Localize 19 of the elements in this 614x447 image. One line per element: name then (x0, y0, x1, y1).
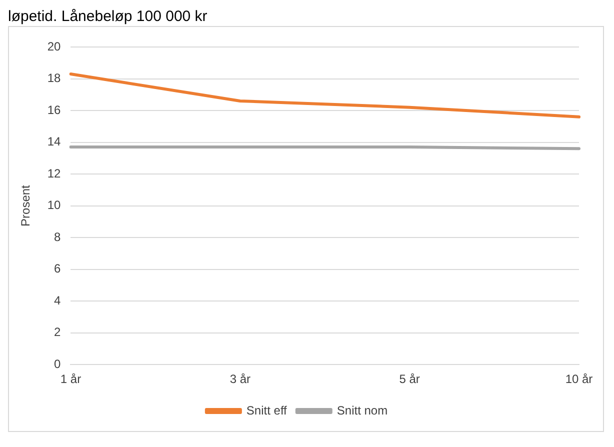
y-tick-label: 20 (47, 39, 62, 54)
chart-title: løpetid. Lånebeløp 100 000 kr (8, 8, 208, 26)
x-tick-label: 5 år (399, 372, 420, 386)
y-tick-label: 4 (54, 293, 62, 308)
y-tick-label: 10 (47, 198, 62, 212)
y-tick-label: 8 (54, 230, 62, 244)
x-tick-label: 1 år (60, 372, 82, 386)
legend-label: Snitt nom (336, 403, 388, 418)
legend-label: Snitt eff (246, 403, 288, 418)
x-tick-label: 3 år (230, 372, 251, 386)
x-tick-label: 10 år (565, 372, 593, 386)
y-tick-label: 0 (54, 356, 62, 371)
y-tick-label: 2 (54, 325, 62, 340)
y-tick-label: 18 (47, 71, 62, 86)
y-axis-title: Prosent (18, 184, 33, 226)
y-tick-label: 16 (47, 102, 62, 117)
y-tick-label: 12 (47, 166, 62, 180)
y-tick-label: 14 (47, 134, 62, 149)
y-tick-label: 6 (54, 262, 62, 276)
